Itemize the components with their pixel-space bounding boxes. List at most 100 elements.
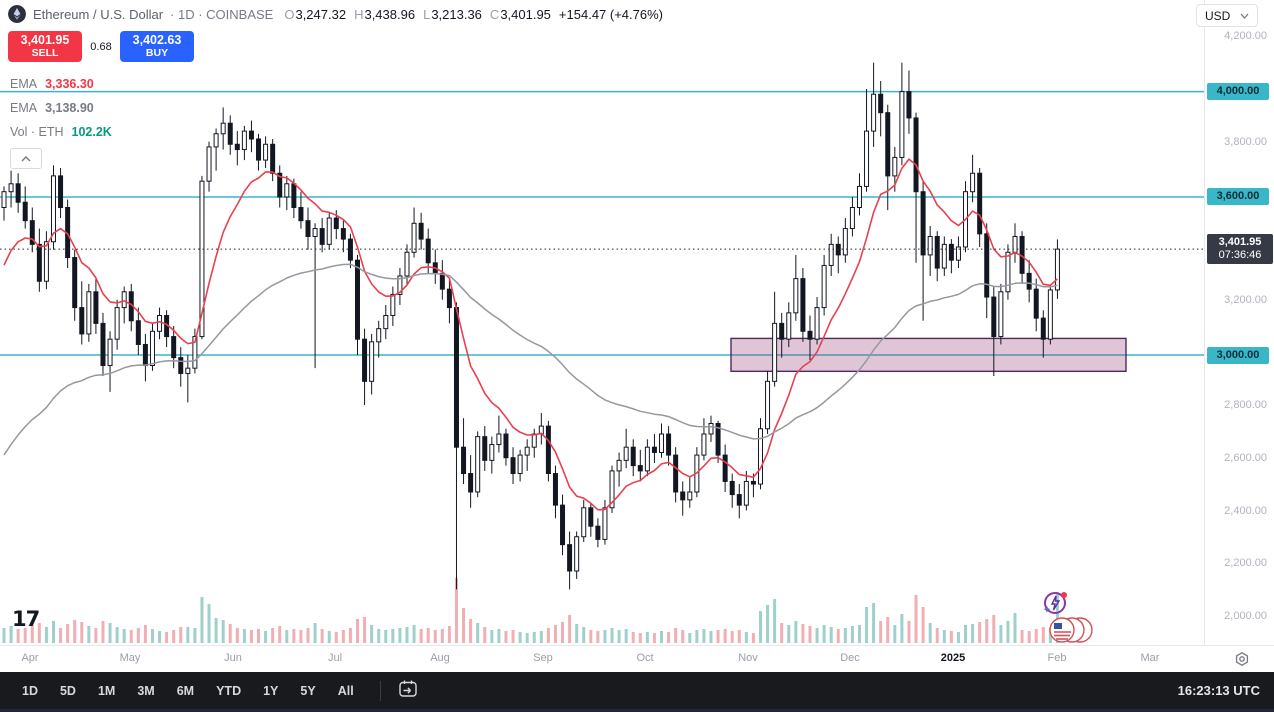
volume-bar bbox=[44, 627, 48, 643]
range-button-5d[interactable]: 5D bbox=[52, 678, 84, 704]
candle-body bbox=[871, 93, 877, 132]
candle-body bbox=[849, 206, 855, 230]
time-axis-label: Jun bbox=[224, 652, 242, 664]
candle-body bbox=[814, 307, 820, 340]
volume-bar bbox=[476, 623, 480, 643]
candle-body bbox=[142, 343, 148, 367]
range-button-5y[interactable]: 5Y bbox=[292, 678, 323, 704]
volume-bar bbox=[568, 615, 572, 643]
time-axis-label: May bbox=[119, 652, 141, 664]
candle-body bbox=[616, 459, 622, 472]
candle-body bbox=[666, 433, 672, 456]
time-axis-label: Dec bbox=[840, 652, 860, 664]
candle-body bbox=[524, 446, 530, 456]
currency-select[interactable]: USD bbox=[1196, 4, 1258, 27]
volume-bar bbox=[384, 630, 388, 643]
candle-body bbox=[362, 338, 368, 382]
ema-fast-label: EMA bbox=[10, 77, 38, 91]
volume-bar bbox=[377, 629, 381, 643]
candle-body bbox=[1040, 317, 1046, 340]
range-button-6m[interactable]: 6M bbox=[169, 678, 202, 704]
candle-body bbox=[192, 336, 198, 369]
volume-bar bbox=[200, 597, 204, 643]
candle-body bbox=[948, 243, 954, 261]
collapse-legend-button[interactable] bbox=[10, 148, 42, 169]
volume-bar bbox=[419, 629, 423, 643]
time-axis-label: 2025 bbox=[940, 652, 966, 664]
candle-body bbox=[991, 296, 997, 338]
volume-bar bbox=[2, 628, 6, 643]
candle-body bbox=[998, 291, 1004, 338]
ema-fast-legend[interactable]: EMA 3,336.30 bbox=[10, 72, 112, 96]
range-button-1d[interactable]: 1D bbox=[14, 678, 46, 704]
volume-bar bbox=[1034, 629, 1038, 643]
range-button-1m[interactable]: 1M bbox=[90, 678, 123, 704]
change-value: +154.47 (+4.76%) bbox=[558, 6, 663, 22]
volume-bar bbox=[1041, 627, 1045, 643]
volume-bar bbox=[872, 603, 876, 643]
volume-bar bbox=[23, 628, 27, 643]
volume-bar bbox=[681, 630, 685, 643]
candle-body bbox=[326, 217, 332, 245]
range-button-all[interactable]: All bbox=[330, 678, 362, 704]
volume-legend[interactable]: Vol · ETH 102.2K bbox=[10, 120, 112, 144]
ema-slow-legend[interactable]: EMA 3,138.90 bbox=[10, 96, 112, 120]
volume-bar bbox=[624, 629, 628, 643]
range-button-1y[interactable]: 1Y bbox=[255, 678, 286, 704]
candle-body bbox=[595, 525, 601, 540]
candle-body bbox=[765, 380, 771, 430]
volume-bar bbox=[143, 625, 147, 643]
candle-body bbox=[178, 357, 184, 374]
candle-body bbox=[284, 183, 290, 198]
price-zone-box[interactable] bbox=[730, 337, 1127, 373]
gear-icon[interactable] bbox=[1234, 651, 1250, 667]
candle-body bbox=[241, 130, 247, 151]
sell-button[interactable]: 3,401.95 SELL bbox=[8, 31, 82, 62]
candle-body bbox=[757, 428, 763, 485]
candle-body bbox=[263, 143, 269, 161]
price-axis[interactable]: 3,401.95 07:36:46 4,200.00 4,000.00 3,800.… bbox=[1204, 0, 1274, 645]
price-chart-canvas[interactable] bbox=[0, 0, 1204, 645]
symbol-title[interactable]: Ethereum / U.S. Dollar bbox=[33, 6, 164, 22]
candle-body bbox=[171, 336, 177, 359]
volume-bar bbox=[1013, 613, 1017, 643]
volume-bar bbox=[758, 611, 762, 643]
chevron-down-icon bbox=[1240, 13, 1249, 19]
candle-body bbox=[234, 143, 240, 151]
candle-body bbox=[390, 293, 396, 316]
volume-bar bbox=[320, 629, 324, 643]
volume-bar bbox=[751, 633, 755, 643]
candle-body bbox=[531, 433, 537, 448]
time-axis[interactable]: Apr May Jun Jul Aug Sep Oct Nov Dec 2025 Feb Mar bbox=[0, 645, 1274, 673]
volume-bar bbox=[773, 599, 777, 643]
volume-bar bbox=[942, 630, 946, 643]
candle-body bbox=[36, 243, 42, 282]
chart-header: Ethereum / U.S. Dollar · 1D · COINBASE O… bbox=[8, 5, 663, 23]
bottom-toolbar: 1D 5D 1M 3M 6M YTD 1Y 5Y All 16:23:13 UTC bbox=[0, 672, 1274, 712]
buy-button[interactable]: 3,402.63 BUY bbox=[120, 31, 194, 62]
candle-body bbox=[1012, 235, 1018, 253]
volume-bar bbox=[780, 623, 784, 643]
volume-bar bbox=[292, 629, 296, 643]
volume-bar bbox=[356, 619, 359, 643]
candle-body bbox=[270, 143, 276, 174]
candle-body bbox=[333, 217, 339, 230]
current-price-badge: 3,401.95 07:36:46 bbox=[1207, 234, 1273, 265]
volume-bar bbox=[249, 630, 253, 643]
volume-bar bbox=[610, 628, 614, 643]
close-value: 3,401.95 bbox=[500, 6, 551, 22]
volume-bar bbox=[553, 625, 557, 643]
volume-bar bbox=[462, 608, 466, 643]
volume-bar bbox=[59, 628, 63, 643]
range-button-ytd[interactable]: YTD bbox=[208, 678, 249, 704]
tradingview-logo[interactable]: 17 bbox=[12, 607, 40, 631]
go-to-date-button[interactable] bbox=[393, 674, 423, 707]
candle-body bbox=[489, 444, 495, 461]
candle-body bbox=[22, 201, 28, 222]
range-button-3m[interactable]: 3M bbox=[129, 678, 162, 704]
volume-bar bbox=[886, 617, 890, 643]
volume-bar bbox=[483, 627, 487, 643]
flash-widget-icon[interactable] bbox=[1040, 588, 1070, 618]
volume-bar bbox=[702, 629, 706, 643]
